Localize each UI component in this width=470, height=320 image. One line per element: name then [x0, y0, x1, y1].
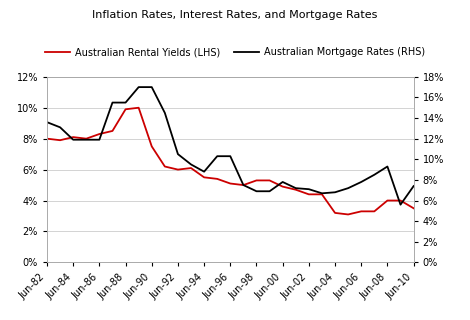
Australian Rental Yields (LHS) — [345, 212, 351, 216]
Australian Rental Yields (LHS) — [70, 135, 76, 139]
Australian Rental Yields (LHS) — [359, 209, 364, 213]
Australian Rental Yields (LHS) — [384, 199, 390, 203]
Australian Rental Yields (LHS) — [280, 185, 285, 188]
Australian Mortgage Rates (RHS) — [411, 184, 416, 188]
Australian Rental Yields (LHS) — [371, 209, 377, 213]
Australian Rental Yields (LHS) — [398, 199, 403, 203]
Text: Inflation Rates, Interest Rates, and Mortgage Rates: Inflation Rates, Interest Rates, and Mor… — [92, 10, 378, 20]
Australian Rental Yields (LHS) — [44, 137, 50, 140]
Australian Mortgage Rates (RHS) — [319, 191, 325, 195]
Australian Mortgage Rates (RHS) — [84, 138, 89, 142]
Australian Mortgage Rates (RHS) — [162, 111, 168, 115]
Australian Rental Yields (LHS) — [267, 179, 273, 182]
Australian Rental Yields (LHS) — [136, 106, 141, 110]
Australian Rental Yields (LHS) — [162, 164, 168, 168]
Australian Rental Yields (LHS) — [332, 211, 338, 215]
Australian Mortgage Rates (RHS) — [280, 180, 285, 184]
Australian Mortgage Rates (RHS) — [398, 203, 403, 207]
Australian Mortgage Rates (RHS) — [123, 101, 128, 105]
Australian Mortgage Rates (RHS) — [359, 180, 364, 184]
Australian Mortgage Rates (RHS) — [188, 163, 194, 166]
Australian Rental Yields (LHS) — [254, 179, 259, 182]
Australian Rental Yields (LHS) — [175, 168, 181, 172]
Australian Mortgage Rates (RHS) — [201, 170, 207, 173]
Line: Australian Rental Yields (LHS): Australian Rental Yields (LHS) — [47, 108, 414, 214]
Australian Rental Yields (LHS) — [57, 138, 63, 142]
Line: Australian Mortgage Rates (RHS): Australian Mortgage Rates (RHS) — [47, 87, 414, 205]
Australian Mortgage Rates (RHS) — [332, 190, 338, 194]
Australian Mortgage Rates (RHS) — [227, 154, 233, 158]
Australian Rental Yields (LHS) — [96, 132, 102, 136]
Australian Mortgage Rates (RHS) — [254, 189, 259, 193]
Australian Rental Yields (LHS) — [84, 137, 89, 140]
Australian Mortgage Rates (RHS) — [149, 85, 155, 89]
Australian Mortgage Rates (RHS) — [70, 138, 76, 142]
Australian Rental Yields (LHS) — [241, 183, 246, 187]
Australian Rental Yields (LHS) — [306, 192, 312, 196]
Australian Mortgage Rates (RHS) — [175, 152, 181, 156]
Australian Rental Yields (LHS) — [201, 175, 207, 179]
Australian Mortgage Rates (RHS) — [110, 101, 115, 105]
Australian Mortgage Rates (RHS) — [384, 164, 390, 168]
Australian Rental Yields (LHS) — [411, 206, 416, 210]
Australian Rental Yields (LHS) — [188, 166, 194, 170]
Australian Mortgage Rates (RHS) — [57, 125, 63, 129]
Australian Rental Yields (LHS) — [214, 177, 220, 181]
Australian Mortgage Rates (RHS) — [371, 173, 377, 177]
Australian Rental Yields (LHS) — [227, 182, 233, 186]
Legend: Australian Rental Yields (LHS), Australian Mortgage Rates (RHS): Australian Rental Yields (LHS), Australi… — [41, 43, 429, 61]
Australian Mortgage Rates (RHS) — [345, 186, 351, 190]
Australian Rental Yields (LHS) — [110, 129, 115, 133]
Australian Mortgage Rates (RHS) — [44, 120, 50, 124]
Australian Mortgage Rates (RHS) — [214, 154, 220, 158]
Australian Mortgage Rates (RHS) — [306, 187, 312, 191]
Australian Mortgage Rates (RHS) — [241, 183, 246, 187]
Australian Mortgage Rates (RHS) — [293, 186, 298, 190]
Australian Rental Yields (LHS) — [149, 145, 155, 148]
Australian Mortgage Rates (RHS) — [267, 189, 273, 193]
Australian Mortgage Rates (RHS) — [96, 138, 102, 142]
Australian Mortgage Rates (RHS) — [136, 85, 141, 89]
Australian Rental Yields (LHS) — [293, 188, 298, 192]
Australian Rental Yields (LHS) — [123, 107, 128, 111]
Australian Rental Yields (LHS) — [319, 192, 325, 196]
